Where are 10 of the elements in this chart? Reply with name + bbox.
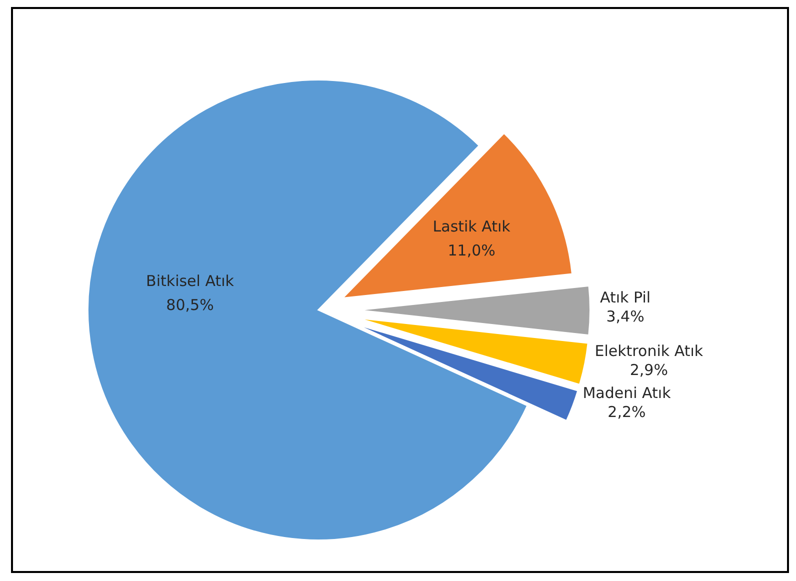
data-label: 2,9%	[630, 361, 668, 380]
data-label: 11,0%	[448, 242, 496, 260]
data-label: 2,2%	[608, 402, 646, 421]
slice-label: Lastik Atık	[432, 218, 511, 236]
slice-label: Madeni Atık	[582, 384, 672, 402]
data-label: 3,4%	[606, 308, 644, 326]
slice-label: Atık Pil	[600, 288, 651, 307]
data-label: 80,5%	[166, 296, 214, 314]
slice-label: Bitkisel Atık	[146, 272, 234, 290]
slice-label: Elektronik Atık	[594, 342, 704, 360]
